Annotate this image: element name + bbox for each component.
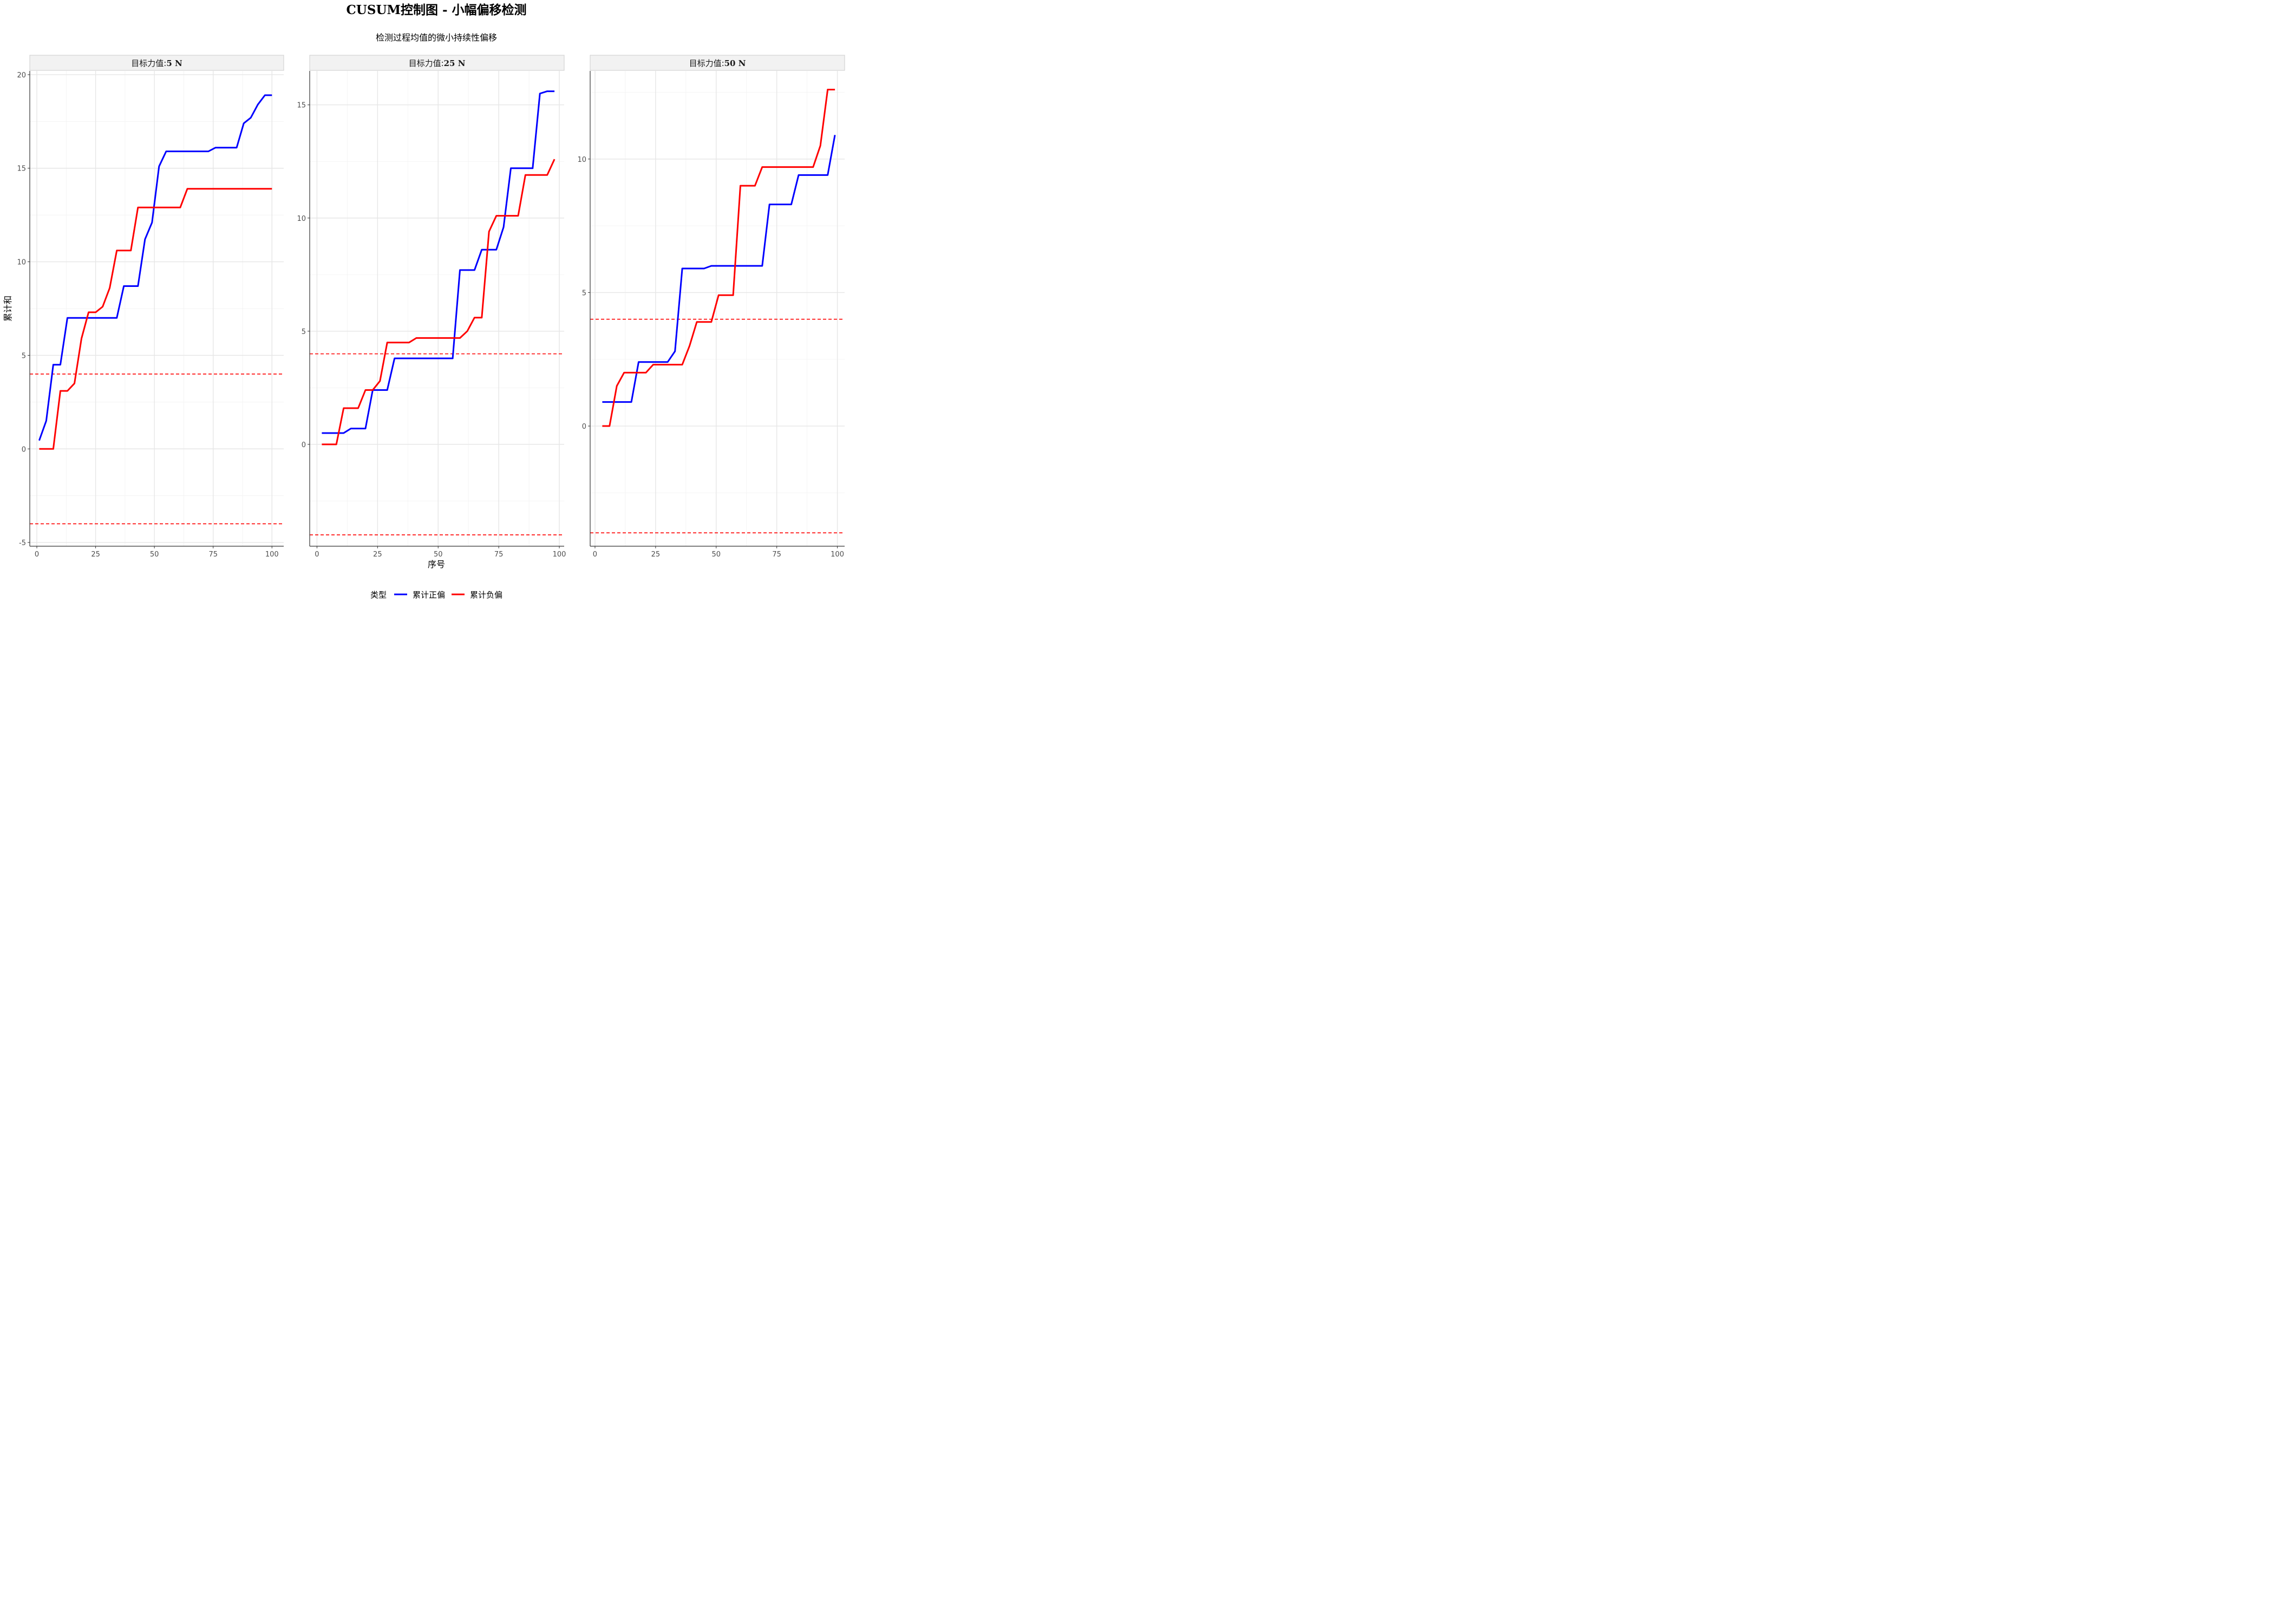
x-tick-label: 25 <box>91 551 100 559</box>
panel-background <box>590 71 845 546</box>
panel-3: 0 25 50 75 100 0 5 10 目标力值:50 N <box>577 55 845 559</box>
x-tick-label: 50 <box>711 551 721 559</box>
series-line-positive <box>602 135 836 403</box>
legend-label: 累计正偏 <box>413 590 445 600</box>
strip-label-value: 5 N <box>166 58 182 68</box>
x-tick-label: 0 <box>315 551 319 559</box>
y-tick-label: 15 <box>17 165 26 173</box>
chart-subtitle: 检测过程均值的微小持续性偏移 <box>376 32 497 43</box>
y-tick-label: 5 <box>582 289 586 297</box>
strip-label-value: 50 N <box>724 58 746 68</box>
panel-2: 0 25 50 75 100 0 5 10 15 目标力值:25 N <box>297 55 566 559</box>
y-tick-label: 10 <box>577 156 586 164</box>
facet-strip-label: 目标力值:25 N <box>409 58 466 68</box>
y-tick-label: 5 <box>22 352 26 360</box>
y-tick-label: 10 <box>297 215 306 223</box>
series-line-negative <box>322 159 556 446</box>
grid-lines <box>310 71 564 546</box>
x-tick-label: 0 <box>593 551 597 559</box>
x-tick-label: 50 <box>150 551 159 559</box>
series-line-positive <box>322 90 555 434</box>
y-tick-label: 0 <box>302 441 306 449</box>
x-tick-label: 75 <box>494 551 504 559</box>
panel-1: 0 25 50 75 100 -5 0 5 10 15 20 目标力值:5 N <box>17 55 284 559</box>
x-tick-label: 75 <box>208 551 218 559</box>
y-tick-label: 20 <box>17 71 26 80</box>
strip-label-value: 25 N <box>444 58 466 68</box>
grid-lines <box>30 71 284 546</box>
facet-strip <box>309 55 565 71</box>
facet-strip-label: 目标力值:5 N <box>131 58 182 68</box>
x-axis-title: 序号 <box>428 559 445 569</box>
legend-title: 类型 <box>370 590 387 600</box>
cusum-chart: CUSUM控制图 - 小幅偏移检测 检测过程均值的微小持续性偏移 0 25 50 75… <box>3 3 845 600</box>
series-line-negative <box>39 188 272 450</box>
legend-label: 累计负偏 <box>470 590 502 600</box>
panel-background <box>310 71 564 546</box>
strip-label-text: 目标力值: <box>689 58 724 68</box>
x-tick-label: 25 <box>373 551 382 559</box>
facet-strip-label: 目标力值:50 N <box>689 58 746 68</box>
x-tick-label: 50 <box>434 551 443 559</box>
y-tick-label: 0 <box>22 446 26 454</box>
x-tick-label: 75 <box>772 551 781 559</box>
strip-label-text: 目标力值: <box>409 58 444 68</box>
x-tick-label: 0 <box>35 551 39 559</box>
y-tick-label: 5 <box>302 328 306 336</box>
x-tick-label: 25 <box>651 551 661 559</box>
legend: 类型 累计正偏 累计负偏 <box>370 590 502 600</box>
series-line-positive <box>38 94 272 441</box>
grid-lines <box>590 71 845 546</box>
y-axis-title: 累计和 <box>3 296 13 322</box>
x-tick-label: 100 <box>265 551 279 559</box>
facet-strip <box>590 55 845 71</box>
y-tick-label: 0 <box>582 423 586 431</box>
facet-strip <box>29 55 284 71</box>
x-tick-label: 100 <box>553 551 566 559</box>
y-tick-label: -5 <box>19 539 26 547</box>
x-tick-label: 100 <box>831 551 844 559</box>
chart-title: CUSUM控制图 - 小幅偏移检测 <box>346 3 526 17</box>
y-tick-label: 10 <box>17 259 26 267</box>
strip-label-text: 目标力值: <box>131 58 166 68</box>
series-line-negative <box>602 89 835 427</box>
y-tick-label: 15 <box>297 102 306 110</box>
